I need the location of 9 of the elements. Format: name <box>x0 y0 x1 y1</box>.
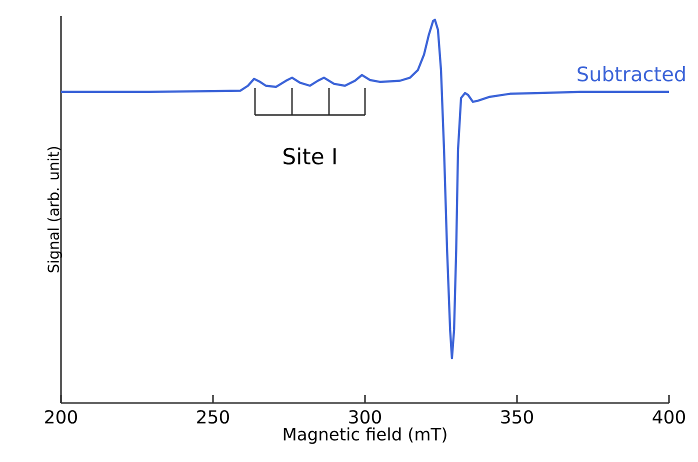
annotation: Site I <box>284 147 336 165</box>
x-tick-label: 300 <box>349 410 381 424</box>
x-tick-label: 400 <box>652 410 685 424</box>
y-axis-title: Signal (arb. unit) <box>47 146 62 272</box>
x-tick-label: 250 <box>197 410 229 424</box>
x-axis-title: Magnetic field (mT) <box>284 427 446 444</box>
x-tick-label: 350 <box>501 410 533 424</box>
series-label: Subtracted <box>578 66 685 82</box>
x-tick-label: 200 <box>45 410 77 424</box>
